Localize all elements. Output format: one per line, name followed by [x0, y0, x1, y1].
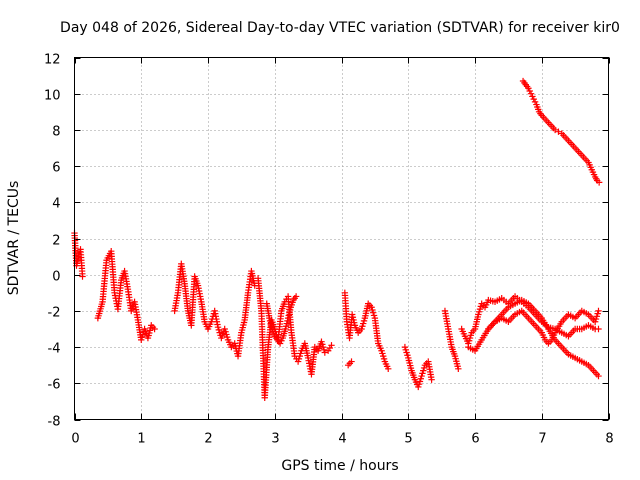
x-tick-label: 5 — [404, 432, 412, 447]
data-point — [455, 365, 462, 373]
data-point — [595, 372, 602, 380]
x-tick-label: 0 — [71, 432, 79, 447]
y-tick-label: -6 — [48, 378, 61, 393]
y-tick-label: 0 — [52, 270, 60, 285]
x-tick-label: 2 — [204, 432, 212, 447]
data-point — [328, 342, 335, 349]
data-point — [292, 293, 300, 300]
grid-lines — [74, 57, 609, 420]
x-tick-label: 1 — [137, 432, 145, 447]
x-axis-label: GPS time / hours — [281, 458, 398, 474]
y-tick-label: 6 — [52, 161, 60, 176]
data-point — [551, 126, 559, 134]
y-tick-labels: -8 -6 -4 -2 0 2 4 6 8 10 12 — [44, 53, 61, 430]
data-point — [348, 358, 355, 365]
chart-title: Day 048 of 2026, Sidereal Day-to-day VTE… — [60, 20, 620, 36]
y-tick-label: 8 — [52, 125, 60, 140]
y-tick-label: 2 — [52, 234, 60, 249]
y-tick-label: -4 — [48, 342, 61, 357]
data-point — [321, 349, 329, 356]
y-tick-label: 4 — [52, 197, 60, 212]
data-point — [555, 128, 562, 135]
x-tick-label: 8 — [605, 432, 613, 447]
y-tick-label: -8 — [48, 415, 61, 430]
y-tick-label: 12 — [44, 53, 61, 68]
data-point — [79, 273, 86, 280]
data-points — [71, 77, 603, 401]
data-point — [595, 179, 603, 186]
x-tick-label: 7 — [538, 432, 546, 447]
data-point — [595, 307, 602, 315]
y-axis-label: SDTVAR / TECUs — [6, 181, 22, 296]
x-tick-label: 6 — [471, 432, 479, 447]
data-point — [151, 325, 158, 333]
x-tick-labels: 0 1 2 3 4 5 6 7 8 — [71, 432, 613, 447]
plot-frame — [74, 57, 609, 420]
data-point — [595, 325, 602, 333]
y-tick-label: -2 — [48, 306, 61, 321]
data-point — [385, 365, 392, 373]
x-tick-label: 4 — [338, 432, 346, 447]
x-tick-label: 3 — [271, 432, 279, 447]
y-tick-label: 10 — [44, 89, 61, 104]
data-point — [428, 376, 435, 383]
